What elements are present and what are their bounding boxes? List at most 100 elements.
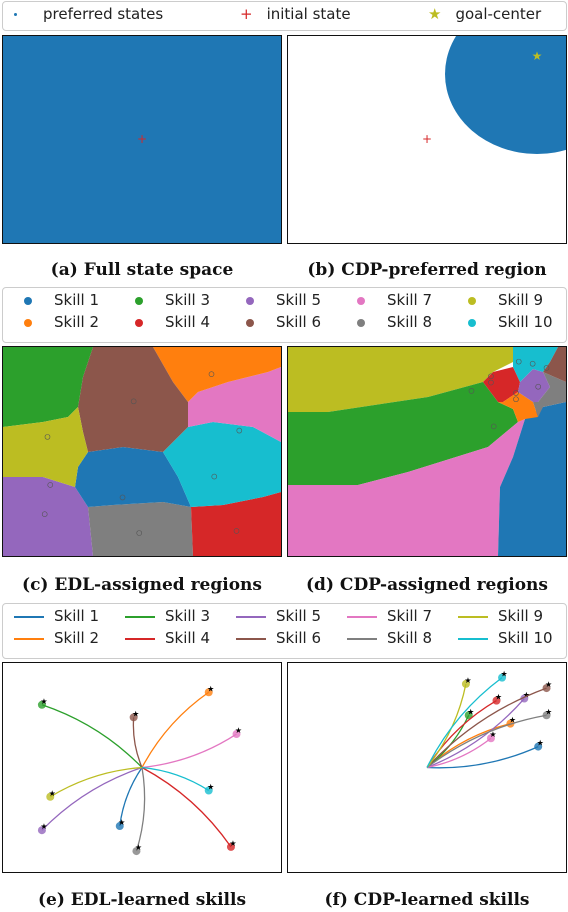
trajectory-skill-7 [426, 737, 492, 769]
preferred-region-full [3, 36, 281, 243]
line-icon [14, 637, 44, 640]
panel-b-cdp-preferred: ★ + [287, 35, 567, 244]
goal-star-skill-2: ★ [509, 716, 516, 725]
region-skill-6 [543, 347, 566, 382]
region-center-skill-6 [543, 365, 550, 371]
trajectory-skill-6 [132, 717, 143, 768]
trajectory-skill-5 [41, 766, 143, 831]
region-skill-3 [288, 382, 518, 485]
region-skill-10 [163, 422, 281, 507]
region-skill-10 [513, 347, 558, 382]
endpoint-cluster-skill-2 [204, 688, 213, 697]
dot-icon [468, 318, 476, 327]
trajectory-skill-1 [426, 746, 539, 769]
endpoint-cluster-skill-8 [542, 711, 551, 720]
region-center-skill-9 [47, 482, 54, 488]
endpoint-cluster-skill-7 [486, 734, 495, 743]
star-icon: ★ [428, 5, 442, 23]
line-icon [125, 615, 155, 618]
goal-star-skill-9: ★ [49, 789, 56, 798]
goal-star-skill-10: ★ [207, 782, 214, 791]
goal-star-skill-8: ★ [135, 843, 142, 852]
region-center-skill-3 [488, 373, 494, 380]
legend-skill-9: Skill 9 [458, 291, 543, 309]
dot-icon [246, 318, 254, 327]
region-skill-1 [498, 402, 566, 556]
legend-skill-7: Skill 7 [347, 607, 432, 625]
caption-c: (c) EDL-assigned regions [22, 575, 262, 595]
trajectory-skill-10 [141, 766, 210, 792]
endpoint-cluster-skill-10 [204, 786, 213, 795]
endpoint-cluster-skill-4 [226, 842, 235, 851]
panel-d-cdp-regions [287, 346, 567, 557]
dot-icon [246, 296, 254, 305]
legend-initial-state: + initial state [240, 5, 351, 23]
goal-star-skill-1: ★ [537, 739, 544, 748]
line-icon [236, 637, 266, 640]
legend-skill-6: Skill 6 [236, 629, 321, 647]
endpoint-cluster-skill-8 [132, 847, 141, 856]
panel-a-full-state-space: + [2, 35, 282, 244]
trajectory-skill-8 [135, 767, 146, 852]
region-center-skill-8 [136, 530, 143, 536]
goal-star-skill-7: ★ [489, 730, 496, 739]
goal-star-skill-5: ★ [40, 822, 47, 831]
endpoint-cluster-skill-10 [498, 673, 507, 682]
trajectory-skill-9 [426, 683, 467, 768]
line-icon [458, 615, 488, 618]
dot-icon [24, 318, 32, 327]
region-center-skill-1 [513, 390, 519, 396]
line-icon [347, 615, 377, 618]
region-center-skill-10 [529, 360, 536, 367]
trajectory-skill-10 [426, 677, 503, 768]
legend-skill-1: Skill 1 [14, 607, 99, 625]
dot-icon [357, 296, 365, 305]
region-skill-9 [3, 407, 88, 487]
caption-d: (d) CDP-assigned regions [306, 575, 548, 595]
top-legend [2, 1, 567, 31]
preferred-region-circle [445, 36, 566, 154]
initial-state-marker: + [422, 132, 432, 146]
legend-skill-8: Skill 8 [347, 629, 432, 647]
region-center-skill-2 [513, 396, 519, 403]
caption-e: (e) EDL-learned skills [37, 890, 247, 910]
goal-star-skill-4: ★ [495, 693, 502, 702]
goal-star-skill-3: ★ [467, 707, 474, 716]
region-center-skill-9 [468, 388, 475, 394]
legend-skill-5: Skill 5 [236, 291, 321, 309]
endpoint-cluster-skill-4 [492, 696, 501, 705]
goal-center-marker: ★ [532, 49, 543, 63]
panel-f-cdp-skills: ★ ★ ★ ★ ★ ★ ★ ★ ★ ★ [287, 662, 567, 873]
legend-skill-4: Skill 4 [125, 629, 210, 647]
goal-star-skill-3: ★ [40, 697, 47, 706]
line-icon [14, 615, 44, 618]
trajectory-skill-9 [49, 766, 143, 798]
region-skill-3 [3, 347, 93, 427]
legend-skill-5: Skill 5 [236, 607, 321, 625]
region-skill-7 [188, 367, 281, 442]
legend-skill-3: Skill 3 [125, 291, 210, 309]
line-icon [458, 637, 488, 640]
legend-skill-2: Skill 2 [14, 629, 99, 647]
skill-legend-regions [2, 287, 567, 343]
legend-skill-6: Skill 6 [236, 313, 321, 331]
skill-legend-trajectories [2, 603, 567, 659]
dot-icon [135, 318, 143, 327]
region-center-skill-5 [515, 358, 522, 365]
line-icon [236, 615, 266, 618]
trajectory-skill-1 [119, 767, 143, 827]
caption-f: (f) CDP-learned skills [324, 890, 530, 910]
goal-star-skill-1: ★ [118, 818, 125, 827]
endpoint-cluster-skill-9 [46, 792, 55, 801]
dot-icon [468, 296, 476, 305]
legend-skill-9: Skill 9 [458, 607, 543, 625]
endpoint-cluster-skill-9 [461, 679, 470, 688]
trajectory-skill-8 [426, 714, 547, 769]
panel-c-edl-regions [2, 346, 282, 557]
panel-e-edl-skills: ★ ★ ★ ★ ★ ★ ★ ★ ★ ★ [2, 662, 282, 873]
line-icon [347, 637, 377, 640]
region-skill-2 [153, 347, 281, 402]
goal-star-skill-4: ★ [229, 839, 236, 848]
region-center-skill-4 [488, 379, 494, 386]
goal-star-skill-10: ★ [500, 670, 507, 679]
